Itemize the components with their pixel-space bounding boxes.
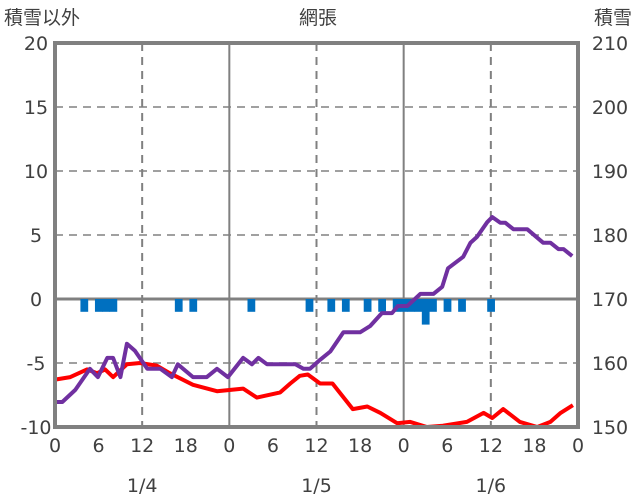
precip-bar xyxy=(421,299,430,325)
precip-bar xyxy=(247,299,256,312)
precip-bar xyxy=(94,299,103,312)
precip-bar xyxy=(458,299,466,312)
x-tick-label: 18 xyxy=(522,435,546,457)
left-tick-label: 15 xyxy=(24,97,48,119)
x-tick-label: 0 xyxy=(223,435,235,457)
precip-bar xyxy=(378,299,387,312)
precip-bar xyxy=(80,299,89,312)
x-tick-label: 6 xyxy=(441,435,453,457)
date-label: 1/4 xyxy=(127,475,158,497)
x-tick-label: 18 xyxy=(174,435,198,457)
left-tick-label: 10 xyxy=(24,161,48,183)
precip-bar xyxy=(174,299,183,312)
precip-bar xyxy=(429,299,437,312)
x-tick-label: 6 xyxy=(267,435,279,457)
precip-bar xyxy=(305,299,314,312)
precip-bar xyxy=(341,299,350,312)
right-tick-label: 160 xyxy=(592,353,628,375)
left-tick-label: 0 xyxy=(30,289,42,311)
date-label: 1/5 xyxy=(301,475,332,497)
right-tick-label: 170 xyxy=(592,289,628,311)
right-tick-label: 210 xyxy=(592,33,628,55)
lines xyxy=(54,215,574,429)
left-tick-label: 5 xyxy=(30,225,42,247)
right-tick-label: 200 xyxy=(592,97,628,119)
x-tick-label: 18 xyxy=(348,435,372,457)
right-tick-label: 190 xyxy=(592,161,628,183)
x-tick-label: 12 xyxy=(130,435,154,457)
x-tick-label: 0 xyxy=(49,435,61,457)
chart-title: 網張 xyxy=(299,7,337,29)
precip-bar xyxy=(443,299,452,312)
precip-bar xyxy=(102,299,110,312)
precip-bar xyxy=(414,299,423,312)
left-axis-title: 積雪以外 xyxy=(4,7,80,29)
precip-bar xyxy=(407,299,416,312)
precip-bar xyxy=(327,299,336,312)
grid xyxy=(55,43,578,427)
left-tick-label: -5 xyxy=(27,353,46,375)
x-tick-label: 0 xyxy=(572,435,584,457)
right-axis-title: 積雪 xyxy=(594,7,632,29)
date-label: 1/6 xyxy=(476,475,507,497)
precip-bar xyxy=(487,299,495,312)
right-tick-label: 150 xyxy=(592,417,628,439)
x-tick-label: 0 xyxy=(398,435,410,457)
precip-bar xyxy=(363,299,372,312)
x-tick-label: 6 xyxy=(93,435,105,457)
x-tick-label: 12 xyxy=(479,435,503,457)
precip-bar xyxy=(109,299,118,312)
right-tick-label: 180 xyxy=(592,225,628,247)
left-tick-label: 20 xyxy=(24,33,48,55)
red-line xyxy=(54,361,574,429)
plot-frame xyxy=(53,41,580,429)
purple-line xyxy=(55,215,574,404)
precip-bar xyxy=(189,299,198,312)
left-tick-label: -10 xyxy=(20,417,51,439)
x-tick-label: 12 xyxy=(304,435,328,457)
